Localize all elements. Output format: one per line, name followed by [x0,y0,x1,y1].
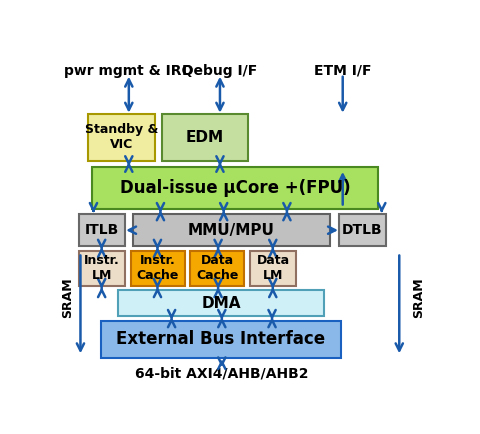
Text: pwr mgmt & IRQ: pwr mgmt & IRQ [64,64,193,78]
Text: EDM: EDM [186,130,224,145]
Text: Dual-issue μCore +(FPU): Dual-issue μCore +(FPU) [120,179,350,197]
Text: ETM I/F: ETM I/F [314,64,372,78]
Text: Standby &
VIC: Standby & VIC [84,123,158,151]
Text: SRAM: SRAM [412,277,425,318]
FancyBboxPatch shape [118,290,324,316]
FancyBboxPatch shape [131,251,185,286]
Text: DTLB: DTLB [342,223,383,237]
Text: MMU/MPU: MMU/MPU [188,223,275,237]
Text: SRAM: SRAM [61,277,74,318]
Text: External Bus Interface: External Bus Interface [116,330,325,349]
Text: ITLB: ITLB [85,223,119,237]
FancyBboxPatch shape [132,214,330,246]
Text: Data
Cache: Data Cache [196,254,239,283]
FancyBboxPatch shape [79,214,125,246]
FancyBboxPatch shape [162,114,248,161]
FancyBboxPatch shape [92,168,378,209]
Text: DMA: DMA [201,296,240,311]
FancyBboxPatch shape [88,114,155,161]
Text: Instr.
LM: Instr. LM [84,254,120,283]
FancyBboxPatch shape [190,251,244,286]
FancyBboxPatch shape [250,251,296,286]
FancyBboxPatch shape [339,214,385,246]
FancyBboxPatch shape [101,321,341,358]
FancyBboxPatch shape [79,251,125,286]
Text: 64-bit AXI4/AHB/AHB2: 64-bit AXI4/AHB/AHB2 [135,366,309,380]
Text: Instr.
Cache: Instr. Cache [136,254,179,283]
Text: Debug I/F: Debug I/F [182,64,258,78]
Text: Data
LM: Data LM [256,254,289,283]
